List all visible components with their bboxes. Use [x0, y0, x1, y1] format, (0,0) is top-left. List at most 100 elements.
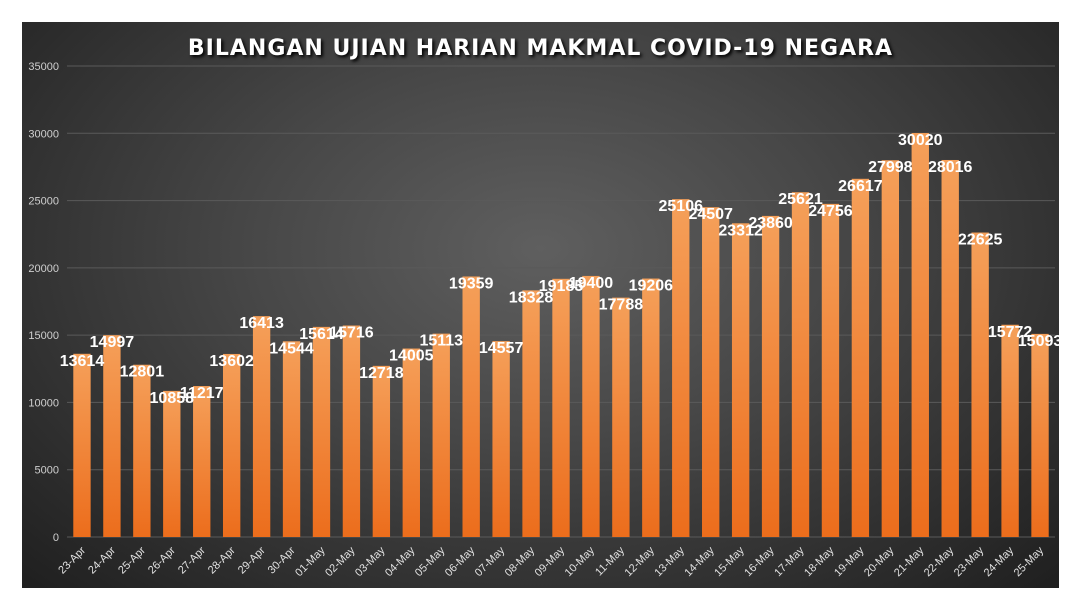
- y-axis-ticks: 0 5000 10000 15000 20000 25000 30000 35000: [28, 61, 59, 544]
- bar: [761, 215, 780, 537]
- data-label: 27998: [868, 159, 913, 176]
- data-label: 10858: [150, 390, 195, 407]
- x-tick-label: 28-Apr: [206, 544, 238, 576]
- x-tick-label: 15-May: [712, 544, 747, 579]
- y-tick-label: 15000: [28, 330, 59, 342]
- chart-title: BILANGAN UJIAN HARIAN MAKMAL COVID-19 NE…: [187, 36, 894, 61]
- bar: [642, 278, 660, 537]
- data-label: 15614: [299, 326, 344, 343]
- x-tick-label: 25-May: [1012, 544, 1047, 579]
- bar: [1031, 333, 1049, 537]
- x-tick-label: 11-May: [593, 544, 627, 578]
- data-label: 14997: [90, 334, 135, 351]
- x-tick-label: 20-May: [862, 544, 897, 579]
- bar: [103, 335, 121, 537]
- x-axis-ticks: 23-Apr24-Apr25-Apr26-Apr27-Apr28-Apr29-A…: [56, 544, 1046, 579]
- data-label: 13614: [60, 353, 105, 370]
- x-tick-label: 21-May: [892, 544, 927, 579]
- x-tick-label: 02-May: [323, 544, 358, 579]
- x-tick-label: 25-Apr: [116, 544, 148, 576]
- data-label: 23312: [718, 222, 763, 239]
- bar: [522, 290, 540, 537]
- x-tick-label: 24-May: [982, 544, 1017, 579]
- bar: [492, 341, 510, 537]
- x-tick-label: 12-May: [623, 544, 658, 579]
- x-tick-label: 09-May: [533, 544, 568, 579]
- bar: [342, 325, 361, 537]
- bar: [372, 365, 391, 537]
- x-tick-label: 18-May: [802, 544, 837, 579]
- data-label: 19206: [629, 278, 674, 295]
- bar: [552, 278, 570, 537]
- x-tick-label: 24-Apr: [86, 544, 118, 576]
- data-label: 24756: [808, 203, 853, 220]
- x-tick-label: 26-Apr: [146, 544, 178, 576]
- y-tick-label: 0: [53, 532, 59, 544]
- bar: [193, 386, 211, 537]
- x-tick-label: 14-May: [682, 544, 717, 579]
- data-label: 23860: [748, 215, 793, 232]
- bar: [851, 178, 870, 538]
- data-label: 14544: [269, 340, 314, 357]
- data-label: 26617: [838, 178, 883, 195]
- data-label: 14005: [389, 348, 434, 365]
- y-tick-label: 20000: [28, 263, 59, 275]
- x-tick-label: 23-May: [952, 544, 987, 579]
- bar: [1001, 324, 1019, 537]
- bar: [133, 364, 151, 537]
- data-label: 15093: [1018, 333, 1059, 350]
- x-tick-label: 29-Apr: [236, 544, 268, 576]
- x-tick-label: 05-May: [413, 544, 448, 579]
- data-label: 12718: [359, 365, 404, 382]
- x-tick-label: 08-May: [503, 544, 538, 579]
- bar: [432, 333, 450, 537]
- bar: [282, 341, 301, 537]
- bars: [73, 133, 1049, 538]
- bar: [821, 203, 840, 537]
- data-label: 19185: [539, 278, 584, 295]
- y-tick-label: 30000: [28, 128, 59, 140]
- data-label: 25621: [778, 191, 823, 208]
- x-tick-label: 23-Apr: [56, 544, 88, 576]
- x-tick-label: 16-May: [742, 544, 777, 579]
- data-label: 12801: [120, 364, 165, 381]
- data-label: 24507: [688, 206, 733, 223]
- chart-panel: BILANGAN UJIAN HARIAN MAKMAL COVID-19 NE…: [22, 22, 1059, 588]
- data-label: 19359: [449, 275, 494, 292]
- bar: [731, 223, 750, 537]
- x-tick-label: 04-May: [383, 544, 418, 579]
- bar: [462, 276, 480, 537]
- data-label: 14557: [479, 340, 524, 357]
- x-tick-label: 07-May: [473, 544, 508, 579]
- y-tick-label: 5000: [35, 465, 59, 477]
- data-label: 16413: [239, 315, 284, 332]
- y-tick-label: 25000: [28, 196, 59, 208]
- data-label: 17788: [599, 297, 644, 314]
- y-tick-label: 35000: [28, 61, 59, 73]
- data-label: 19400: [569, 275, 614, 292]
- data-label: 22625: [958, 232, 1003, 249]
- data-label: 15772: [988, 324, 1033, 341]
- bar: [163, 390, 181, 537]
- data-label: 15716: [329, 325, 374, 342]
- x-tick-label: 06-May: [443, 544, 478, 579]
- data-label: 30020: [898, 132, 943, 149]
- x-tick-label: 13-May: [652, 544, 687, 579]
- data-label: 18328: [509, 289, 554, 306]
- y-tick-label: 10000: [28, 397, 59, 409]
- data-label: 13602: [209, 353, 254, 370]
- bar: [881, 160, 900, 537]
- data-label: 11217: [180, 385, 224, 402]
- bar: [941, 159, 959, 537]
- bar-chart: 0 5000 10000 15000 20000 25000 30000 35000 1361…: [28, 61, 1059, 579]
- x-tick-label: 01-May: [293, 544, 328, 579]
- bar: [971, 232, 989, 537]
- bar: [612, 297, 630, 537]
- bar: [73, 353, 91, 537]
- bar: [672, 199, 690, 538]
- bar: [402, 348, 420, 537]
- x-tick-label: 10-May: [563, 544, 598, 579]
- x-tick-label: 17-May: [772, 544, 807, 579]
- data-label: 15113: [419, 333, 463, 350]
